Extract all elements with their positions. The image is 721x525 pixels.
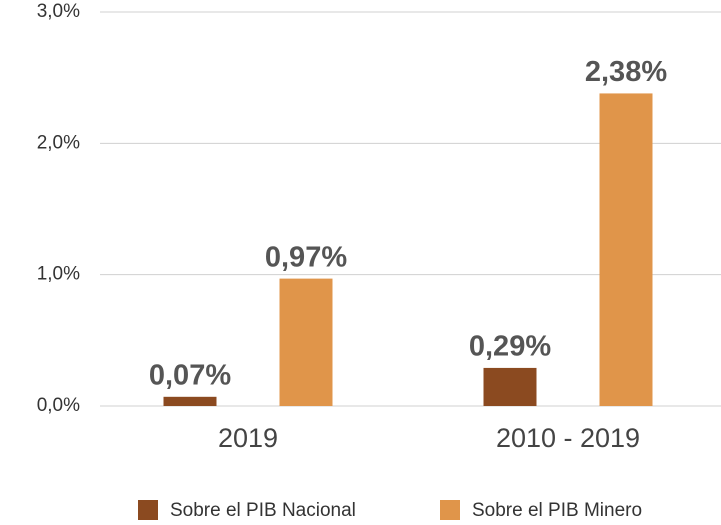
value-label: 2,38% (585, 56, 667, 88)
bar (599, 93, 653, 406)
value-label: 0,97% (265, 241, 347, 273)
y-tick-label: 1,0% (37, 264, 80, 285)
value-label: 0,29% (469, 331, 551, 363)
y-tick-label: 2,0% (37, 132, 80, 153)
legend-label: Sobre el PIB Minero (472, 500, 642, 521)
x-tick-label: 2019 (218, 423, 278, 453)
bar (163, 396, 217, 406)
legend-swatch (138, 500, 158, 520)
legend-label: Sobre el PIB Nacional (170, 500, 356, 521)
bar (279, 278, 333, 406)
x-tick-label: 2010 - 2019 (496, 423, 640, 453)
legend-swatch (440, 500, 460, 520)
y-tick-label: 3,0% (37, 1, 80, 22)
y-tick-label: 0,0% (37, 395, 80, 416)
value-label: 0,07% (149, 359, 231, 391)
bar (483, 367, 537, 406)
